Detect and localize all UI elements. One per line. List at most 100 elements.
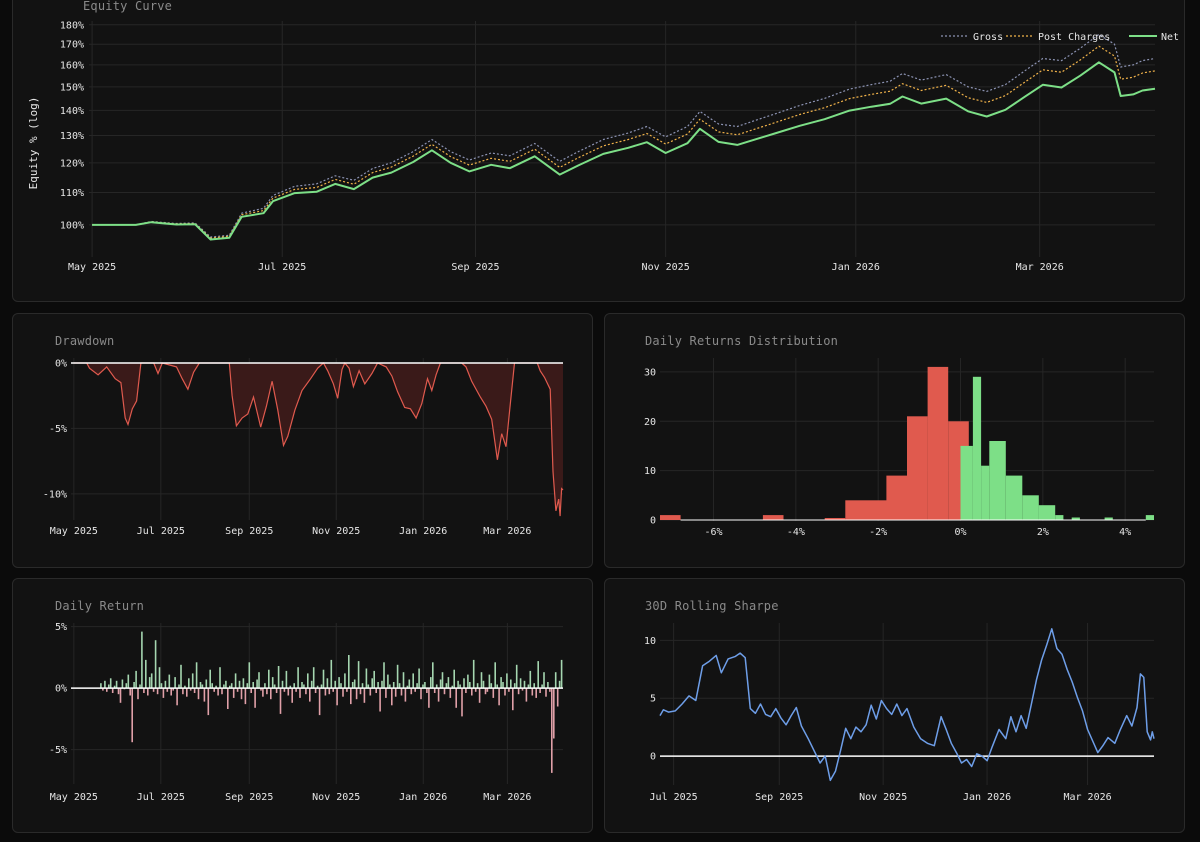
- daily-return-bar: [443, 688, 446, 695]
- daily-return-bar: [250, 688, 252, 693]
- equity-ytick-label: 150%: [60, 82, 84, 93]
- daily-return-bar: [229, 685, 231, 689]
- daily-return-bar: [223, 684, 225, 689]
- drawdown-title: Drawdown: [55, 334, 115, 348]
- equity-ytick-label: 160%: [60, 60, 84, 71]
- daily-return-bar: [318, 688, 321, 716]
- distribution-ytick-label: 20: [644, 417, 656, 428]
- daily-return-bar: [273, 684, 276, 689]
- daily-return-bar: [486, 688, 489, 692]
- daily_return-xtick-label: Nov 2025: [312, 792, 360, 803]
- daily-return-bar: [297, 667, 299, 689]
- daily-return-bar: [494, 662, 496, 689]
- daily-return-bar: [558, 680, 561, 689]
- daily_return-xtick-label: Jan 2026: [399, 792, 447, 803]
- equity-xtick-label: Jan 2026: [832, 262, 880, 273]
- daily-return-bar: [314, 688, 317, 693]
- daily-return-bar: [227, 688, 229, 709]
- distribution-ytick-label: 10: [644, 466, 656, 477]
- distribution-bar: [927, 366, 949, 520]
- distribution-xtick-label: -4%: [787, 527, 805, 538]
- distribution-bar: [1005, 475, 1023, 520]
- daily-return-bar: [307, 673, 309, 689]
- daily-return-bar: [547, 682, 549, 689]
- daily-return-bar: [203, 688, 206, 702]
- daily-return-bar: [326, 678, 329, 689]
- daily-return-bar: [207, 688, 210, 716]
- daily-return-bar: [469, 682, 471, 689]
- daily-return-bar: [543, 672, 545, 689]
- daily-return-bar: [432, 662, 434, 689]
- distribution-bar: [972, 376, 982, 520]
- daily-return-bar: [215, 685, 217, 689]
- daily-return-bar: [463, 678, 465, 689]
- daily-return-bar: [451, 685, 454, 689]
- daily-return-bar: [254, 688, 256, 708]
- equity-ytick-label: 120%: [60, 158, 84, 169]
- equity-xtick-label: Mar 2026: [1016, 262, 1064, 273]
- distribution-bar: [1022, 495, 1039, 520]
- daily-return-bar: [551, 688, 553, 773]
- drawdown-xtick-label: Mar 2026: [483, 526, 531, 537]
- distribution-xtick-label: 4%: [1119, 527, 1131, 538]
- daily-return-bar: [225, 680, 227, 689]
- drawdown-xtick-label: Sep 2025: [225, 526, 273, 537]
- distribution-bar: [1038, 505, 1056, 520]
- daily-return-bar: [240, 688, 243, 700]
- daily-return-bar: [359, 688, 362, 695]
- daily-return-bar: [291, 688, 293, 703]
- daily-return-bar: [340, 683, 342, 689]
- daily-return-bar: [406, 685, 409, 689]
- daily-return-bar: [498, 688, 500, 706]
- equity-xtick-label: May 2025: [68, 262, 116, 273]
- drawdown-ytick-label: 0%: [55, 359, 67, 370]
- daily-return-bar: [439, 679, 442, 689]
- daily-return-bar: [211, 683, 213, 689]
- legend-label-net: Net: [1161, 32, 1179, 43]
- daily-return-bar: [108, 684, 110, 689]
- daily_return-xtick-label: May 2025: [50, 792, 98, 803]
- daily-return-bar: [445, 683, 448, 689]
- drawdown-chart: May 2025 Jul 2025 Sep 2025 Nov 2025 Jan 2026…: [43, 358, 564, 537]
- distribution-panel: Daily Returns Distribution -6% -4% -2% 0% 2%…: [604, 313, 1185, 568]
- daily-return-bar: [217, 688, 219, 696]
- sharpe-ytick-label: 0: [650, 752, 656, 763]
- daily-return-bar: [482, 680, 485, 689]
- daily-return-bar: [164, 680, 167, 689]
- daily-return-bar: [111, 688, 114, 693]
- daily_return-ytick-label: -5%: [49, 745, 67, 756]
- daily-return-bar: [342, 688, 344, 697]
- daily-return-bar: [264, 683, 266, 689]
- legend-label-gross: Gross: [973, 32, 1003, 43]
- daily-return-bar: [474, 688, 477, 692]
- daily-return-bar: [398, 683, 401, 689]
- daily-return-bar: [234, 673, 237, 689]
- daily-return-bar: [375, 688, 377, 693]
- daily-return-bar: [268, 669, 270, 689]
- daily-return-bar: [236, 688, 239, 692]
- daily-return-bar: [484, 688, 487, 695]
- daily-return-bar: [270, 688, 272, 700]
- distribution-bar: [824, 518, 846, 520]
- daily-return-bar: [513, 683, 516, 689]
- distribution-bar: [762, 515, 784, 520]
- daily-return-bar: [554, 672, 557, 689]
- equity-ytick-label: 130%: [60, 131, 84, 142]
- daily-return-bar: [515, 664, 518, 689]
- daily-return-bar: [472, 659, 475, 689]
- daily-return-bar: [367, 684, 370, 689]
- daily-return-bar: [414, 688, 416, 692]
- daily-return-bar: [531, 688, 534, 696]
- daily-return-bar: [152, 688, 155, 692]
- daily-return-bar: [373, 670, 375, 689]
- daily-return-bar: [549, 688, 551, 692]
- daily-return-bar: [195, 662, 198, 689]
- daily-return-bar: [381, 680, 383, 689]
- daily-return-bar: [500, 677, 502, 689]
- daily-return-bar: [209, 669, 211, 689]
- sharpe-line: [659, 628, 1155, 782]
- daily-return-bar: [394, 688, 397, 697]
- daily-return-bar: [365, 668, 368, 689]
- daily-return-bar: [129, 688, 131, 696]
- daily-return-bar: [556, 688, 559, 707]
